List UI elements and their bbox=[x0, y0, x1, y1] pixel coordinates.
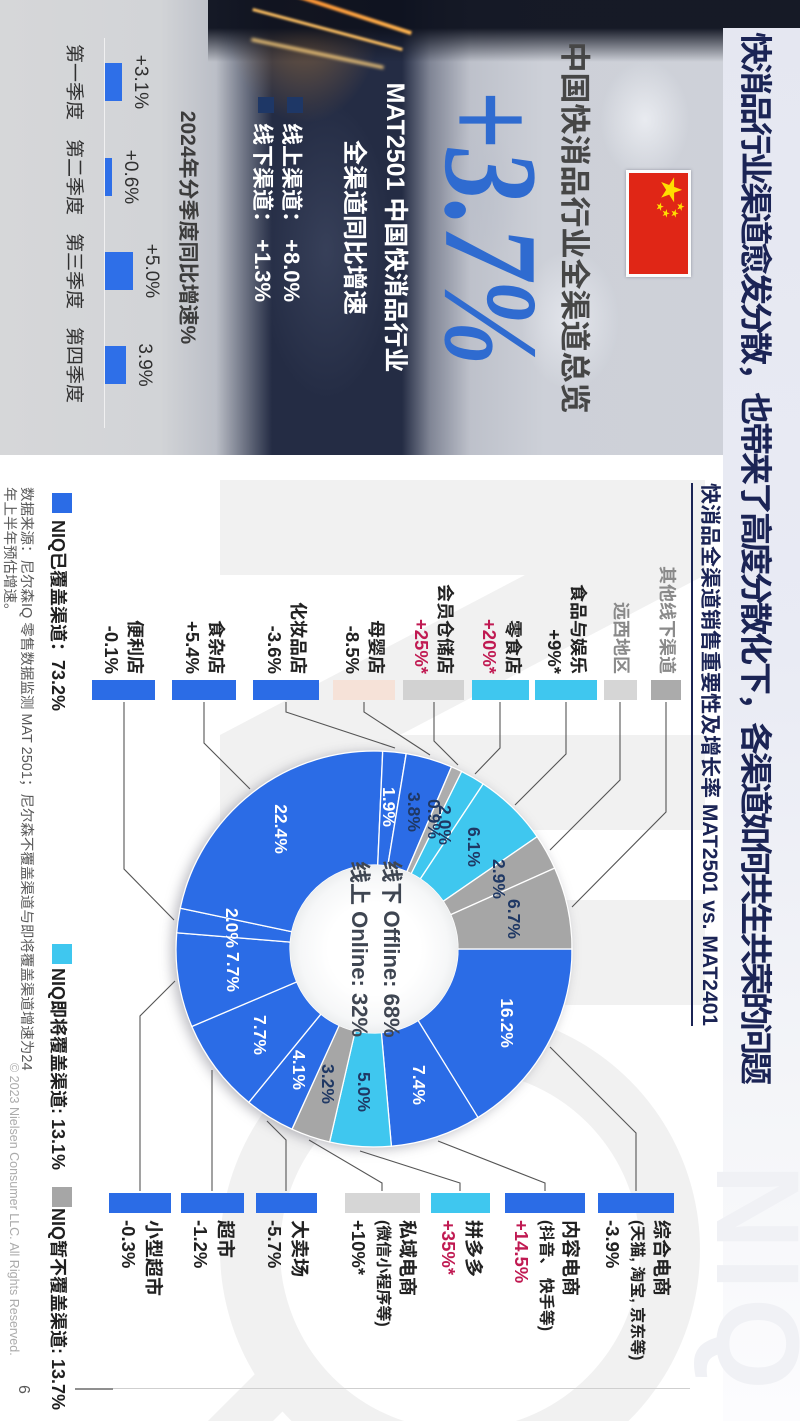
svg-text:7.7%: 7.7% bbox=[250, 1015, 270, 1055]
svg-text:3.2%: 3.2% bbox=[318, 1064, 338, 1104]
svg-text:0.9%: 0.9% bbox=[424, 799, 444, 839]
svg-text:5.0%: 5.0% bbox=[354, 1072, 374, 1112]
svg-text:6.7%: 6.7% bbox=[504, 899, 524, 939]
svg-text:4.1%: 4.1% bbox=[289, 1050, 309, 1090]
svg-text:16.2%: 16.2% bbox=[497, 998, 517, 1048]
svg-text:3.8%: 3.8% bbox=[404, 792, 424, 832]
svg-text:7.4%: 7.4% bbox=[409, 1065, 429, 1105]
svg-text:22.4%: 22.4% bbox=[271, 804, 291, 854]
svg-text:6.1%: 6.1% bbox=[464, 827, 484, 867]
svg-text:2.0%: 2.0% bbox=[435, 805, 455, 845]
svg-text:2.0%: 2.0% bbox=[222, 908, 242, 948]
svg-text:7.7%: 7.7% bbox=[223, 952, 243, 992]
svg-text:1.9%: 1.9% bbox=[379, 787, 399, 827]
svg-text:2.9%: 2.9% bbox=[489, 859, 509, 899]
